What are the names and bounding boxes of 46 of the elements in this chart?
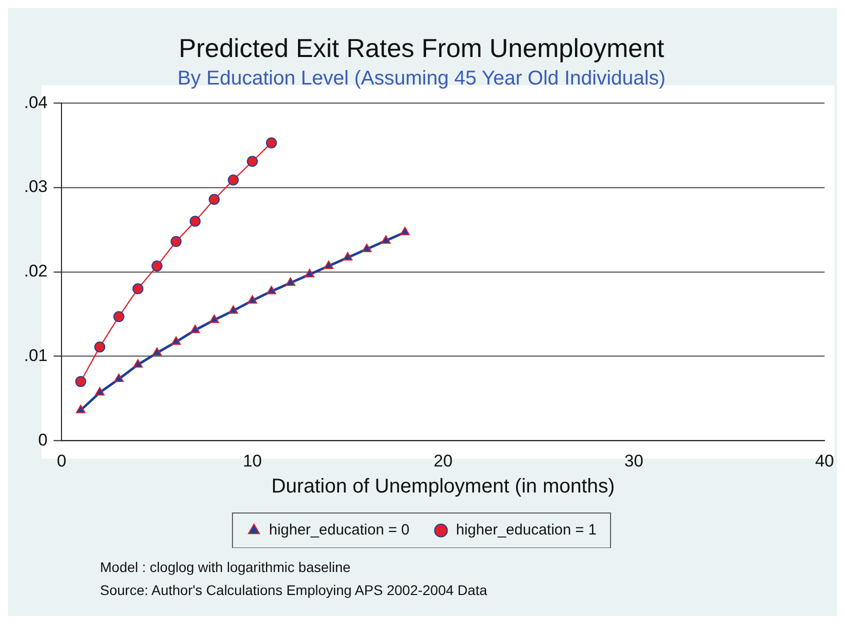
x-tick-label: 40 bbox=[815, 451, 834, 470]
point bbox=[133, 359, 143, 368]
point bbox=[151, 260, 162, 272]
point bbox=[228, 174, 239, 186]
point bbox=[113, 311, 124, 322]
point bbox=[286, 277, 296, 286]
point bbox=[266, 137, 277, 148]
point bbox=[132, 283, 144, 294]
point bbox=[304, 268, 314, 278]
y-tick-label: .03 bbox=[24, 177, 48, 196]
point bbox=[381, 235, 391, 244]
point bbox=[170, 236, 182, 248]
chart-subtitle: By Education Level (Assuming 45 Year Old Individuals) bbox=[177, 68, 666, 90]
x-tick-label: 30 bbox=[624, 451, 644, 470]
source-note: Source: Author's Calculations Employing APS 2002-2004 Data bbox=[100, 581, 488, 600]
x-axis-title: Duration of Unemployment (in months) bbox=[271, 476, 615, 498]
legend-label: higher_education = 1 bbox=[456, 522, 597, 539]
y-tick-label: 0 bbox=[38, 430, 48, 450]
point bbox=[75, 376, 86, 388]
point bbox=[94, 387, 105, 396]
point bbox=[208, 194, 220, 205]
point bbox=[400, 226, 410, 236]
point bbox=[94, 341, 106, 352]
point bbox=[266, 286, 276, 294]
point bbox=[209, 314, 220, 323]
y-tick-label: .02 bbox=[24, 262, 48, 281]
x-tick-label: 0 bbox=[56, 451, 66, 470]
point bbox=[190, 216, 201, 227]
text: Model : cloglog with logarithmic baseline bbox=[100, 558, 352, 577]
point bbox=[248, 295, 258, 304]
point bbox=[152, 347, 162, 356]
point bbox=[114, 374, 124, 382]
point bbox=[76, 404, 86, 414]
point bbox=[190, 324, 200, 334]
legend-label: higher_education = 0 bbox=[268, 522, 410, 539]
point bbox=[324, 260, 334, 269]
x-tick-label: 10 bbox=[242, 451, 262, 470]
point bbox=[228, 305, 238, 314]
chart-title: Predicted Exit Rates From Unemployment bbox=[178, 32, 666, 63]
point bbox=[362, 244, 372, 252]
x-tick-label: 20 bbox=[434, 451, 453, 470]
point bbox=[171, 336, 181, 345]
point bbox=[246, 156, 258, 167]
y-tick-label: .01 bbox=[24, 346, 48, 365]
point bbox=[342, 252, 353, 261]
y-tick-label: .04 bbox=[24, 92, 48, 112]
